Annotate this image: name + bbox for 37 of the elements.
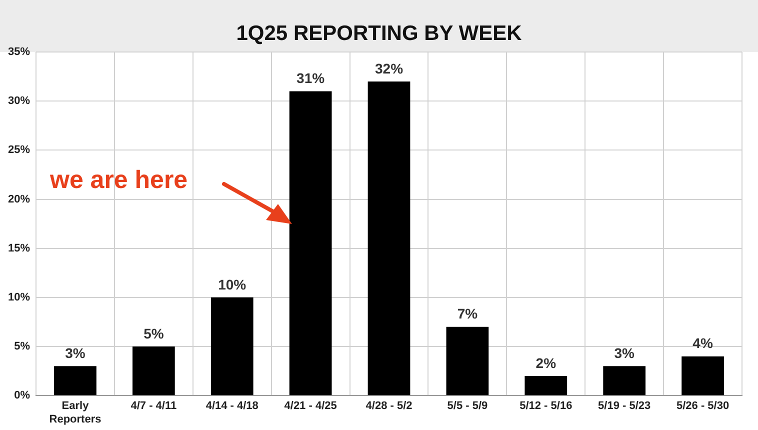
chart-title: 1Q25 REPORTING BY WEEK <box>235 22 523 46</box>
data-label: 32% <box>374 60 404 76</box>
bar <box>132 346 175 396</box>
x-tick-label: 5/5 - 5/9 <box>447 400 488 412</box>
data-label: 2% <box>536 354 557 371</box>
y-tick-label: 10% <box>8 291 30 304</box>
bar <box>682 356 724 396</box>
bar <box>446 326 489 396</box>
bar <box>210 297 254 396</box>
x-tick-label: 4/28 - 5/2 <box>366 400 412 412</box>
y-tick-label: 30% <box>8 95 30 108</box>
x-tick-label: 5/26 - 5/30 <box>676 400 730 412</box>
x-tick-label: 5/19 - 5/23 <box>598 400 651 412</box>
y-tick-label: 20% <box>8 193 30 206</box>
data-label: 4% <box>692 335 714 352</box>
bar <box>368 81 410 396</box>
x-tick-label: Early Reporters <box>49 400 102 426</box>
data-label: 3% <box>614 345 636 362</box>
annotation: we are here <box>50 166 188 195</box>
x-tick-label: 4/7 - 4/11 <box>130 400 177 412</box>
bar <box>524 376 568 396</box>
x-tick-label: 4/21 - 4/25 <box>284 400 337 412</box>
y-tick-label: 0% <box>14 390 30 402</box>
data-label: 10% <box>218 276 247 292</box>
bar <box>289 91 332 396</box>
y-tick-label: 5% <box>14 340 30 353</box>
y-tick-label: 35% <box>8 46 30 58</box>
data-label: 5% <box>144 325 164 342</box>
data-label: 7% <box>457 306 478 322</box>
x-tick-label: 4/14 - 4/18 <box>206 400 258 412</box>
bar <box>54 366 96 396</box>
bar <box>603 366 646 396</box>
data-label: 3% <box>65 345 86 362</box>
data-label: 31% <box>296 70 326 86</box>
x-tick-label: 5/12 - 5/16 <box>520 400 572 412</box>
y-tick-label: 15% <box>8 242 30 254</box>
y-tick-label: 25% <box>8 144 30 156</box>
